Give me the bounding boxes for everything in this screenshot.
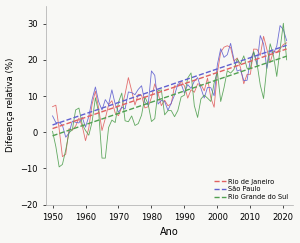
São Paulo	[130, 96, 134, 99]
Rio de Janeiro	[199, 77, 203, 79]
Legend: Rio de Janeiro, São Paulo, Rio Grande do Sul: Rio de Janeiro, São Paulo, Rio Grande do…	[212, 177, 290, 201]
São Paulo	[285, 44, 288, 47]
Rio Grande do Sul	[285, 55, 288, 58]
São Paulo	[51, 123, 54, 126]
São Paulo	[209, 70, 213, 73]
Rio Grande do Sul	[183, 89, 186, 92]
Rio de Janeiro	[84, 116, 87, 119]
Rio de Janeiro	[107, 108, 110, 111]
São Paulo	[183, 79, 186, 82]
Rio Grande do Sul	[209, 80, 213, 83]
Rio Grande do Sul	[199, 84, 203, 87]
Rio de Janeiro	[209, 73, 213, 76]
Line: Rio de Janeiro: Rio de Janeiro	[52, 49, 286, 129]
Rio de Janeiro	[183, 82, 186, 85]
Rio de Janeiro	[130, 100, 134, 103]
Y-axis label: Diferença relativa (%): Diferença relativa (%)	[6, 58, 15, 152]
Line: São Paulo: São Paulo	[52, 45, 286, 125]
Rio Grande do Sul	[51, 134, 54, 137]
Rio Grande do Sul	[107, 115, 110, 118]
Rio Grande do Sul	[84, 123, 87, 126]
Rio de Janeiro	[51, 127, 54, 130]
São Paulo	[107, 104, 110, 107]
Rio de Janeiro	[285, 47, 288, 50]
São Paulo	[84, 112, 87, 115]
X-axis label: Ano: Ano	[160, 227, 179, 237]
Line: Rio Grande do Sul: Rio Grande do Sul	[52, 56, 286, 136]
Rio Grande do Sul	[130, 107, 134, 110]
São Paulo	[199, 73, 203, 76]
